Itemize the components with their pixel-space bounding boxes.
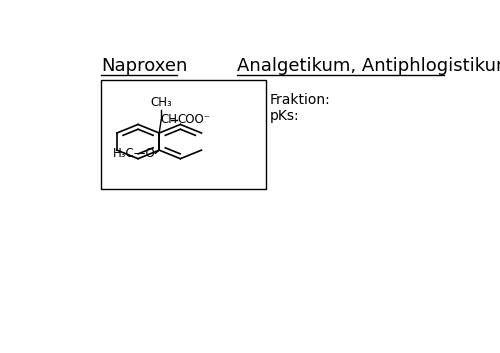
Text: Naproxen: Naproxen [101,57,188,75]
Text: CH₃: CH₃ [150,96,172,109]
Bar [101,80,266,189]
Text: Fraktion:: Fraktion: [270,92,330,107]
Text: COO⁻: COO⁻ [178,113,210,126]
Text: Analgetikum, Antiphlogistikum: Analgetikum, Antiphlogistikum [237,57,500,75]
Text: H₃C—O: H₃C—O [112,147,156,160]
Text: CH: CH [160,113,178,126]
Text: pKs:: pKs: [270,109,300,123]
